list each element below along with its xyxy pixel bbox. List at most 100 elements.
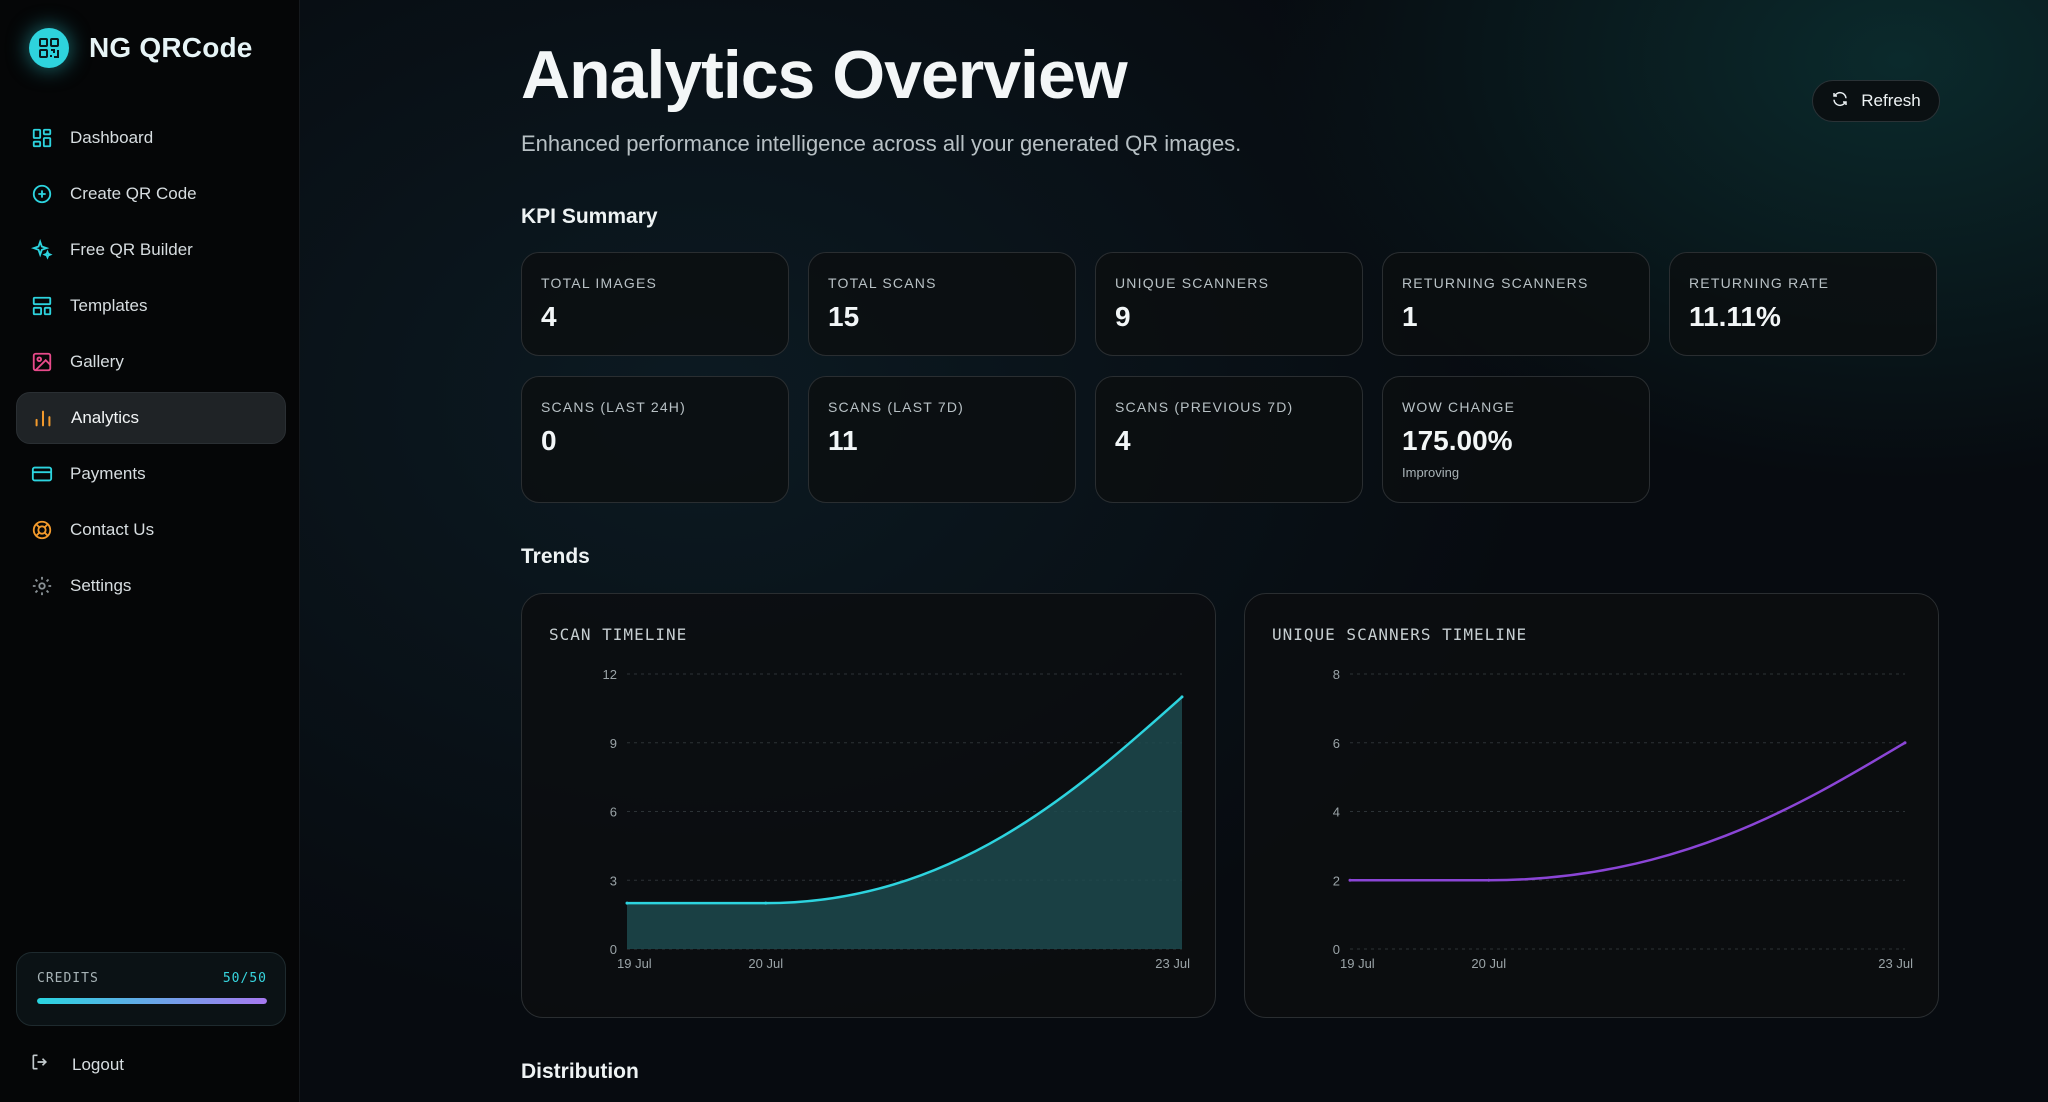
sidebar-item-create-qr-code[interactable]: Create QR Code xyxy=(16,168,286,220)
kpi-card-scans-last-7d: SCANS (LAST 7D) 11 xyxy=(808,376,1076,503)
brand-name: NG QRCode xyxy=(89,32,253,63)
data-point xyxy=(1903,741,1907,745)
data-point xyxy=(764,901,768,905)
kpi-label: RETURNING RATE xyxy=(1689,275,1830,291)
sidebar-item-label: Analytics xyxy=(71,408,140,427)
kpi-label: SCANS (LAST 7D) xyxy=(828,399,964,415)
sidebar-nav: Dashboard Create QR Code Free QR Builder… xyxy=(16,112,286,616)
y-tick-label: 8 xyxy=(1333,667,1340,682)
kpi-card-total-images: TOTAL IMAGES 4 xyxy=(521,252,789,356)
y-tick-label: 12 xyxy=(603,667,617,682)
credits-label: CREDITS xyxy=(37,971,99,986)
kpi-value: 4 xyxy=(1115,425,1131,456)
page-subtitle: Enhanced performance intelligence across… xyxy=(521,131,1242,156)
kpi-label: RETURNING SCANNERS xyxy=(1402,275,1589,291)
kpi-value: 4 xyxy=(541,301,557,332)
x-tick-label: 23 Jul xyxy=(1878,956,1913,971)
sidebar-item-gallery[interactable]: Gallery xyxy=(16,336,286,388)
scan-timeline-card: SCAN TIMELINE 0 3 6 9 12 19 Jul 20 Jul 23 Jul xyxy=(521,593,1216,1018)
series-line xyxy=(627,695,1183,905)
kpi-label: TOTAL SCANS xyxy=(828,275,937,291)
y-tick-label: 3 xyxy=(610,873,617,888)
credits-progress-bar xyxy=(37,998,267,1004)
kpi-card-scans-previous-7d: SCANS (PREVIOUS 7D) 4 xyxy=(1095,376,1363,503)
kpi-value: 11 xyxy=(828,425,858,456)
image-icon xyxy=(30,350,54,374)
kpi-value: 9 xyxy=(1115,301,1131,332)
unique-scanners-timeline-chart: 0 2 4 6 8 19 Jul 20 Jul 23 Jul xyxy=(1333,667,1913,971)
brand[interactable]: NG QRCode xyxy=(29,28,253,68)
refresh-icon xyxy=(1831,90,1849,113)
credits-meter: CREDITS 50/50 xyxy=(16,952,286,1026)
sidebar-item-label: Templates xyxy=(70,296,148,315)
sidebar-item-payments[interactable]: Payments xyxy=(16,448,286,500)
y-tick-label: 2 xyxy=(1333,873,1340,888)
kpi-card-returning-rate: RETURNING RATE 11.11% xyxy=(1669,252,1937,356)
kpi-card-total-scans: TOTAL SCANS 15 xyxy=(808,252,1076,356)
scan-timeline-chart: 0 3 6 9 12 19 Jul 20 Jul 23 Jul xyxy=(603,667,1191,971)
x-tick-label: 23 Jul xyxy=(1155,956,1190,971)
credits-value: 50/50 xyxy=(222,971,267,986)
x-tick-label: 19 Jul xyxy=(617,956,652,971)
trends-title: Trends xyxy=(521,545,590,568)
kpi-value: 175.00% xyxy=(1402,425,1513,456)
kpi-card-returning-scanners: RETURNING SCANNERS 1 xyxy=(1382,252,1650,356)
qr-code-logo-icon xyxy=(29,28,69,68)
sidebar-item-free-qr-builder[interactable]: Free QR Builder xyxy=(16,224,286,276)
distribution-title: Distribution xyxy=(521,1060,639,1083)
y-tick-label: 0 xyxy=(610,942,617,957)
unique-scanners-timeline-card: UNIQUE SCANNERS TIMELINE 0 2 4 6 8 19 Jul 20 J… xyxy=(1244,593,1939,1018)
kpi-label: SCANS (LAST 24H) xyxy=(541,399,686,415)
kpi-trend-note: Improving xyxy=(1402,465,1460,480)
sidebar-item-settings[interactable]: Settings xyxy=(16,560,286,612)
sidebar-item-label: Payments xyxy=(70,464,146,483)
refresh-label: Refresh xyxy=(1861,91,1921,110)
x-tick-label: 20 Jul xyxy=(1471,956,1506,971)
chart-title: SCAN TIMELINE xyxy=(549,625,688,644)
kpi-label: SCANS (PREVIOUS 7D) xyxy=(1115,399,1294,415)
sidebar-item-label: Dashboard xyxy=(70,128,154,147)
kpi-value: 0 xyxy=(541,425,557,456)
sidebar: NG QRCode Dashboard Create QR Code Free … xyxy=(0,0,300,1102)
x-tick-label: 19 Jul xyxy=(1340,956,1375,971)
series-area xyxy=(627,696,1182,949)
bar-chart-icon xyxy=(31,406,55,430)
y-tick-label: 6 xyxy=(1333,736,1340,751)
data-point xyxy=(1487,878,1491,882)
plus-circle-icon xyxy=(30,182,54,206)
data-point xyxy=(1348,878,1352,882)
y-tick-label: 0 xyxy=(1333,942,1340,957)
kpi-card-scans-last-24h: SCANS (LAST 24H) 0 xyxy=(521,376,789,503)
kpi-value: 1 xyxy=(1402,301,1418,332)
logout-icon xyxy=(30,1052,50,1077)
chart-title: UNIQUE SCANNERS TIMELINE xyxy=(1272,625,1528,644)
page-title: Analytics Overview xyxy=(521,37,1128,113)
logout-label: Logout xyxy=(72,1054,124,1074)
lifebuoy-icon xyxy=(30,518,54,542)
kpi-value: 11.11% xyxy=(1689,301,1781,332)
sidebar-item-templates[interactable]: Templates xyxy=(16,280,286,332)
sidebar-item-label: Settings xyxy=(70,576,132,595)
sidebar-item-label: Gallery xyxy=(70,352,124,371)
credits-progress-fill xyxy=(37,998,267,1004)
dashboard-icon xyxy=(30,126,54,150)
sidebar-item-analytics[interactable]: Analytics xyxy=(16,392,286,444)
sidebar-item-label: Create QR Code xyxy=(70,184,197,203)
credit-card-icon xyxy=(30,462,54,486)
kpi-value: 15 xyxy=(828,301,860,332)
gear-icon xyxy=(30,574,54,598)
sparkles-icon xyxy=(30,238,54,262)
sidebar-item-dashboard[interactable]: Dashboard xyxy=(16,112,286,164)
y-tick-label: 4 xyxy=(1333,805,1340,820)
kpi-summary-title: KPI Summary xyxy=(521,205,658,228)
sidebar-item-label: Free QR Builder xyxy=(70,240,193,259)
logout-button[interactable]: Logout xyxy=(30,1052,124,1077)
sidebar-item-label: Contact Us xyxy=(70,520,155,539)
series-line xyxy=(1350,741,1906,882)
data-point xyxy=(625,901,629,905)
sidebar-item-contact-us[interactable]: Contact Us xyxy=(16,504,286,556)
y-tick-label: 6 xyxy=(610,805,617,820)
refresh-button[interactable]: Refresh xyxy=(1812,80,1940,122)
kpi-label: TOTAL IMAGES xyxy=(541,275,658,291)
templates-icon xyxy=(30,294,54,318)
